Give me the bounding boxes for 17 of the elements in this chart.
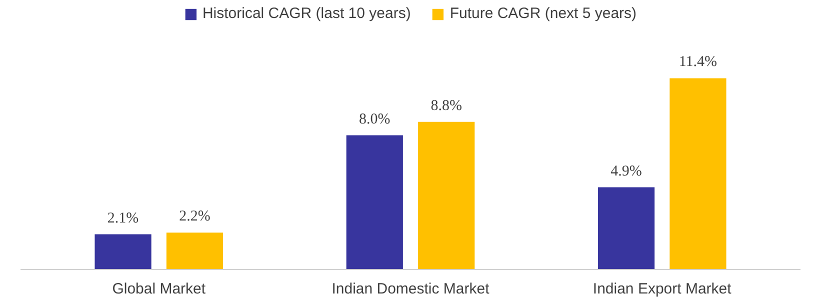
data-label: 4.9%	[610, 163, 642, 180]
legend-label: Historical CAGR (last 10 years)	[202, 5, 411, 22]
x-tick-label: Indian Domestic Market	[332, 280, 490, 298]
data-label: 8.8%	[430, 98, 462, 114]
data-label: 11.4%	[678, 54, 718, 70]
bar	[598, 187, 655, 270]
data-label: 2.1%	[107, 210, 139, 226]
bar	[670, 78, 726, 270]
bar	[418, 122, 475, 270]
legend-label: Future CAGR (next 5 years)	[450, 5, 637, 22]
data-label: 8.0%	[359, 111, 390, 128]
data-label: 2.2%	[179, 208, 210, 225]
bar	[346, 135, 403, 270]
x-tick-label: Indian Export Market	[592, 280, 732, 298]
bar	[166, 232, 224, 270]
x-tick-label: Global Market	[112, 280, 206, 298]
bar	[94, 234, 152, 270]
